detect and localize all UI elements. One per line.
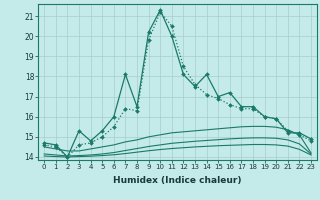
- X-axis label: Humidex (Indice chaleur): Humidex (Indice chaleur): [113, 176, 242, 185]
